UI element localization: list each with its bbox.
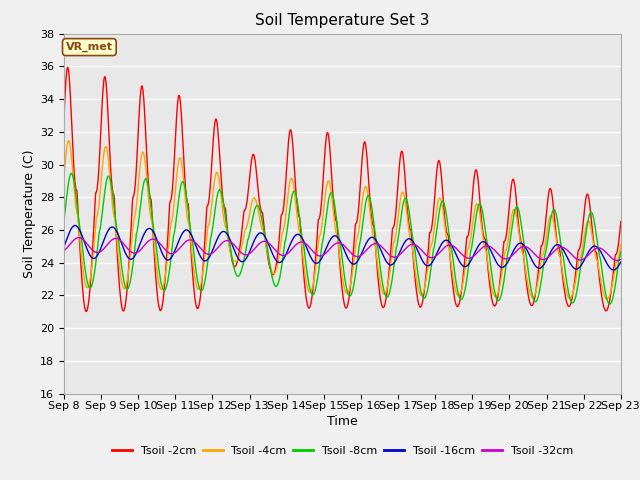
Tsoil -32cm: [75, 235, 83, 240]
Tsoil -8cm: [429, 248, 437, 254]
Tsoil -16cm: [502, 262, 509, 268]
Tsoil -4cm: [246, 206, 254, 212]
Tsoil -8cm: [502, 264, 509, 270]
Title: Soil Temperature Set 3: Soil Temperature Set 3: [255, 13, 429, 28]
Tsoil -4cm: [429, 235, 437, 240]
Tsoil -16cm: [429, 258, 437, 264]
Line: Tsoil -8cm: Tsoil -8cm: [64, 173, 621, 304]
Tsoil -2cm: [247, 162, 255, 168]
Tsoil -8cm: [171, 228, 179, 234]
Legend: Tsoil -2cm, Tsoil -4cm, Tsoil -8cm, Tsoil -16cm, Tsoil -32cm: Tsoil -2cm, Tsoil -4cm, Tsoil -8cm, Tsoi…: [108, 441, 577, 460]
Tsoil -16cm: [551, 243, 559, 249]
Y-axis label: Soil Temperature (C): Soil Temperature (C): [23, 149, 36, 278]
Tsoil -32cm: [60, 248, 68, 253]
Tsoil -2cm: [617, 219, 625, 225]
Tsoil -8cm: [184, 208, 192, 214]
Tsoil -8cm: [551, 208, 559, 214]
Tsoil -4cm: [184, 219, 192, 225]
Tsoil -2cm: [429, 208, 437, 214]
Tsoil -32cm: [502, 256, 509, 262]
Tsoil -2cm: [64, 64, 72, 70]
Text: VR_met: VR_met: [66, 42, 113, 52]
Tsoil -8cm: [605, 301, 613, 307]
Line: Tsoil -16cm: Tsoil -16cm: [64, 226, 621, 270]
Tsoil -32cm: [429, 254, 437, 260]
Tsoil -8cm: [246, 227, 254, 233]
Tsoil -4cm: [502, 248, 509, 254]
Tsoil -2cm: [185, 205, 193, 211]
Tsoil -32cm: [614, 258, 621, 264]
Tsoil -2cm: [552, 225, 559, 231]
Tsoil -16cm: [610, 267, 618, 273]
Tsoil -32cm: [617, 257, 625, 263]
Tsoil -8cm: [617, 249, 625, 254]
Tsoil -16cm: [72, 223, 79, 228]
Tsoil -2cm: [502, 232, 510, 238]
Tsoil -16cm: [60, 243, 68, 249]
Tsoil -4cm: [65, 138, 72, 144]
Line: Tsoil -32cm: Tsoil -32cm: [64, 238, 621, 261]
Tsoil -4cm: [551, 228, 559, 234]
Line: Tsoil -2cm: Tsoil -2cm: [64, 67, 621, 312]
Tsoil -2cm: [83, 309, 90, 314]
Line: Tsoil -4cm: Tsoil -4cm: [64, 141, 621, 299]
Tsoil -2cm: [172, 142, 179, 148]
X-axis label: Time: Time: [327, 415, 358, 429]
Tsoil -4cm: [617, 241, 625, 247]
Tsoil -16cm: [617, 259, 625, 265]
Tsoil -2cm: [60, 114, 68, 120]
Tsoil -32cm: [184, 237, 192, 243]
Tsoil -16cm: [171, 248, 179, 254]
Tsoil -32cm: [171, 250, 179, 256]
Tsoil -16cm: [184, 228, 192, 233]
Tsoil -32cm: [551, 248, 559, 253]
Tsoil -4cm: [171, 195, 179, 201]
Tsoil -8cm: [67, 170, 75, 176]
Tsoil -4cm: [60, 174, 68, 180]
Tsoil -32cm: [246, 250, 254, 256]
Tsoil -4cm: [603, 296, 611, 302]
Tsoil -16cm: [246, 247, 254, 252]
Tsoil -8cm: [60, 217, 68, 223]
